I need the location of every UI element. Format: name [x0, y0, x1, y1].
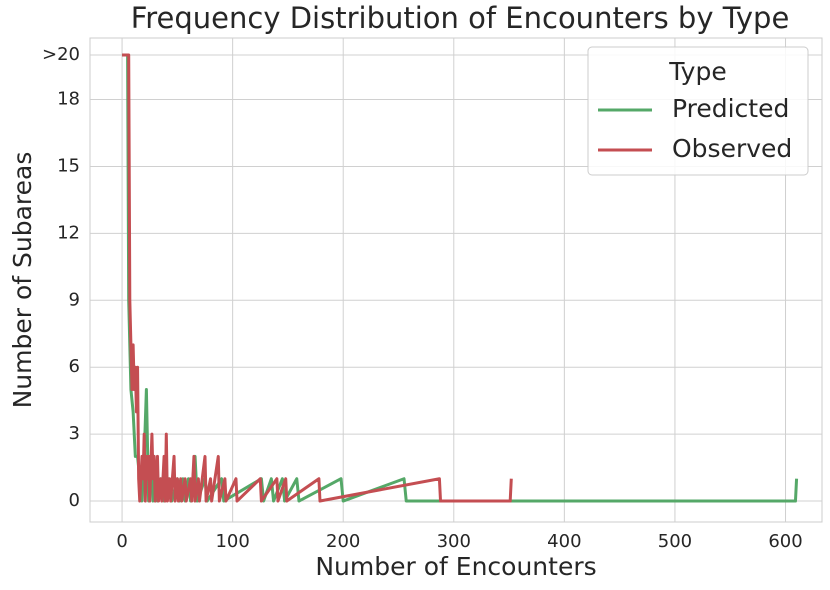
- x-tick-label: 100: [215, 531, 249, 552]
- legend-label: Predicted: [672, 94, 789, 123]
- y-tick-label: 9: [69, 289, 80, 310]
- y-tick-label: 18: [57, 89, 80, 110]
- line-series: [122, 53, 513, 503]
- x-tick-label: 600: [768, 531, 802, 552]
- chart-title: Frequency Distribution of Encounters by …: [131, 1, 790, 35]
- legend: Type Predicted Observed: [587, 46, 809, 176]
- legend-box: [587, 46, 809, 176]
- legend-label: Observed: [672, 134, 792, 163]
- y-tick-label: 0: [69, 490, 80, 511]
- y-tick-label: 6: [69, 356, 80, 377]
- y-tick-label: >20: [42, 44, 80, 65]
- x-tick-label: 0: [116, 531, 127, 552]
- y-tick-label: 15: [57, 155, 80, 176]
- x-axis-label: Number of Encounters: [315, 552, 596, 581]
- y-axis-label: Number of Subareas: [8, 152, 37, 409]
- x-tick-label: 500: [658, 531, 692, 552]
- y-tick-label: 12: [57, 222, 80, 243]
- x-tick-label: 400: [547, 531, 581, 552]
- x-tick-label: 300: [437, 531, 471, 552]
- x-tick-label: 200: [326, 531, 360, 552]
- y-tick-label: 3: [69, 423, 80, 444]
- legend-title: Type: [668, 57, 726, 86]
